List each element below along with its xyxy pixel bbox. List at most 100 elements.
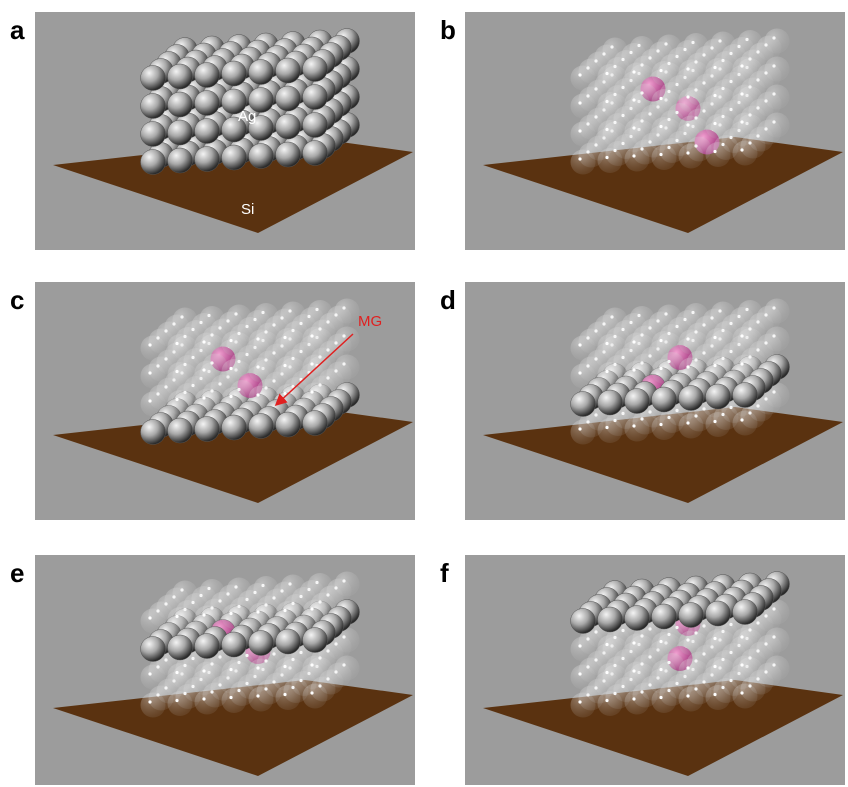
atom [625, 662, 650, 687]
atom [652, 359, 677, 384]
atom-highlight [659, 423, 662, 426]
atom-highlight [686, 666, 689, 669]
atom-highlight [202, 613, 205, 616]
atom-highlight [310, 691, 313, 694]
atom [276, 412, 301, 437]
atom [598, 148, 623, 173]
atom-highlight [229, 696, 232, 699]
atom [625, 389, 650, 414]
atom-highlight [740, 362, 743, 365]
atom-highlight [229, 367, 232, 370]
atom [733, 600, 758, 625]
atom [141, 392, 166, 417]
atom [598, 64, 623, 89]
atom [706, 328, 731, 353]
atom-highlight [578, 101, 581, 104]
atom [276, 685, 301, 710]
atom [679, 603, 704, 628]
panel-label: a [10, 15, 25, 45]
atom-highlight [605, 72, 608, 75]
atom [222, 387, 247, 412]
atom-highlight [740, 148, 743, 151]
atom [625, 119, 650, 144]
atom [303, 628, 328, 653]
atom-highlight [632, 641, 635, 644]
atom-highlight [256, 393, 259, 396]
atom-highlight [256, 337, 259, 340]
atom [706, 601, 731, 626]
atom-highlight [659, 339, 662, 342]
atom [303, 327, 328, 352]
atom [303, 684, 328, 709]
atom [706, 384, 731, 409]
atom-highlight [659, 69, 662, 72]
atom-highlight [229, 395, 232, 398]
atom [679, 358, 704, 383]
atom-highlight [659, 153, 662, 156]
atom [706, 58, 731, 83]
atom [625, 417, 650, 442]
atom [571, 122, 596, 147]
atom [303, 600, 328, 625]
atom-highlight [632, 126, 635, 129]
atom-highlight [175, 699, 178, 702]
atom [168, 418, 193, 443]
atom [303, 113, 328, 138]
atom [598, 691, 623, 716]
atom [706, 356, 731, 381]
atom [276, 328, 301, 353]
atom [733, 85, 758, 110]
atom [571, 66, 596, 91]
atom-highlight [659, 696, 662, 699]
atom [706, 685, 731, 710]
atom [679, 144, 704, 169]
atom [598, 334, 623, 359]
atom [168, 663, 193, 688]
atom [168, 148, 193, 173]
atom [571, 336, 596, 361]
atom-highlight [632, 154, 635, 157]
atom [222, 359, 247, 384]
atom [195, 690, 220, 715]
atom [652, 632, 677, 657]
atom-highlight [713, 693, 716, 696]
atom [195, 634, 220, 659]
atom-highlight [256, 610, 259, 613]
panel-label: c [10, 285, 24, 315]
atom [571, 392, 596, 417]
atom [276, 601, 301, 626]
atom-highlight [605, 342, 608, 345]
atom [141, 693, 166, 718]
panel: cMG [10, 282, 415, 520]
atom [276, 86, 301, 111]
atom [652, 387, 677, 412]
atom-highlight [605, 156, 608, 159]
atom-highlight [578, 672, 581, 675]
atom-highlight [632, 697, 635, 700]
atom [733, 355, 758, 380]
atom [249, 144, 274, 169]
atom [195, 91, 220, 116]
atom-highlight [310, 362, 313, 365]
atom [168, 691, 193, 716]
atom [706, 657, 731, 682]
atom [141, 420, 166, 445]
atom [168, 64, 193, 89]
atom [195, 119, 220, 144]
atom [141, 609, 166, 634]
atom [195, 147, 220, 172]
atom-highlight [686, 694, 689, 697]
atom [276, 58, 301, 83]
atom [679, 386, 704, 411]
atom [195, 361, 220, 386]
atom [222, 415, 247, 440]
atom [168, 607, 193, 632]
atom [625, 361, 650, 386]
atom-highlight [578, 427, 581, 430]
atom [706, 142, 731, 167]
atom [598, 635, 623, 660]
atom [652, 145, 677, 170]
atom [598, 362, 623, 387]
atom-highlight [605, 643, 608, 646]
atom-highlight [148, 672, 151, 675]
